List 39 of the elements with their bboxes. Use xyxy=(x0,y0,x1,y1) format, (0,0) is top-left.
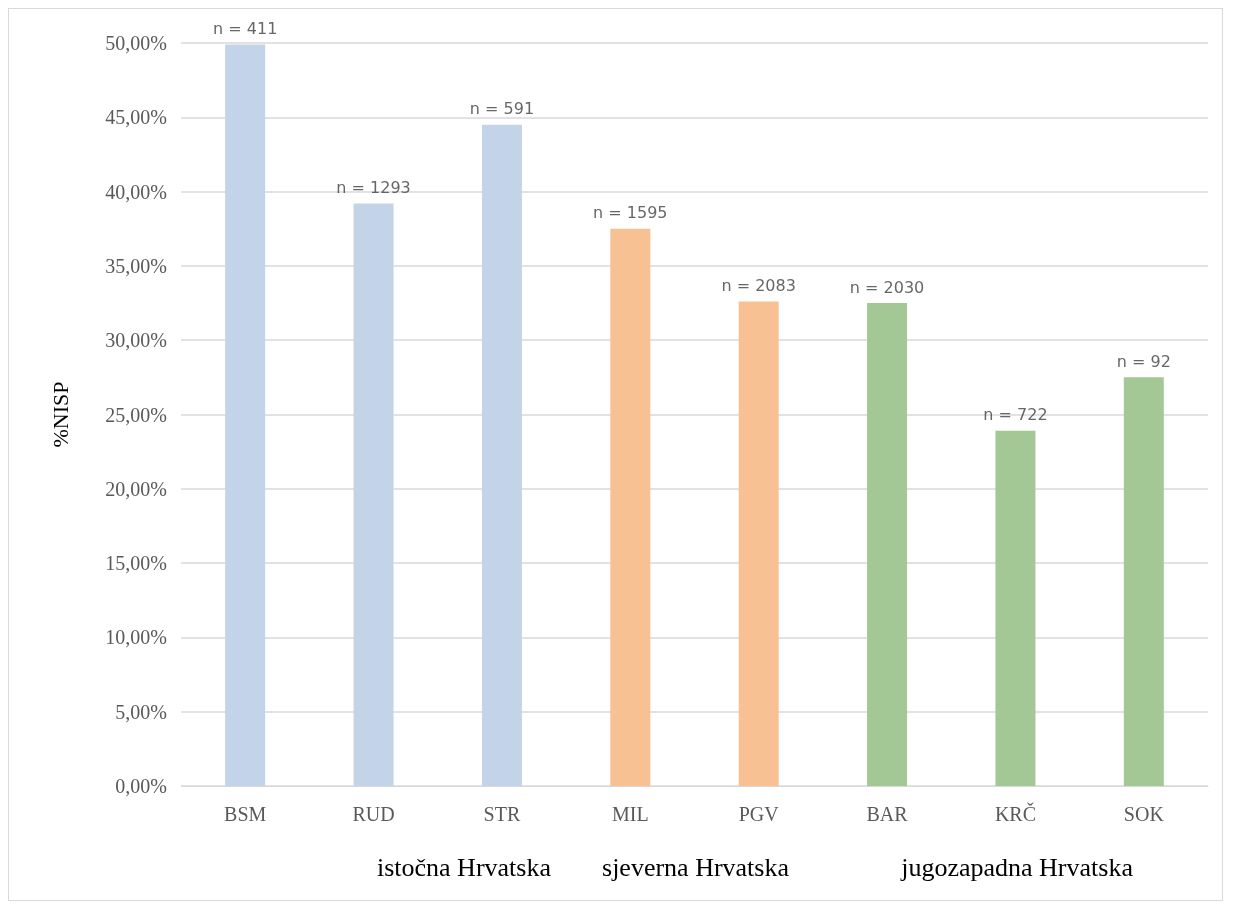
bar xyxy=(867,303,908,786)
bar xyxy=(610,228,651,786)
annotation: n = 1595 xyxy=(593,203,668,223)
bar xyxy=(353,203,394,786)
x-tick-label: RUD xyxy=(352,803,395,825)
y-tick-label: 15,00% xyxy=(105,552,167,575)
annotation: n = 411 xyxy=(213,18,278,38)
y-tick-label: 10,00% xyxy=(105,626,167,649)
y-tick-label: 5,00% xyxy=(115,700,167,723)
annotation: n = 591 xyxy=(469,99,535,119)
annotation: n = 92 xyxy=(1116,351,1171,371)
x-tick-label: KRČ xyxy=(994,802,1036,825)
y-tick-label: 40,00% xyxy=(105,180,167,203)
y-tick-label: 20,00% xyxy=(105,477,167,500)
text: jugozapadna Hrvatska xyxy=(900,852,1134,882)
y-axis-title: %NISP xyxy=(47,381,73,448)
bar xyxy=(481,124,522,786)
y-tick-label: 45,00% xyxy=(105,106,167,129)
x-tick-label: BAR xyxy=(866,803,909,825)
bar xyxy=(1123,377,1164,786)
y-tick-label: 35,00% xyxy=(105,254,167,277)
annotation: n = 2030 xyxy=(849,277,925,297)
bar xyxy=(995,430,1036,786)
x-tick-label: BSM xyxy=(224,803,267,825)
x-tick-label: MIL xyxy=(611,803,649,825)
y-tick-label: 50,00% xyxy=(105,32,167,54)
y-tick-label: 30,00% xyxy=(105,329,167,352)
text: istočna Hrvatska xyxy=(376,852,552,882)
x-tick-label: STR xyxy=(483,803,521,825)
annotation: n = 722 xyxy=(983,405,1048,425)
x-tick-label: PGV xyxy=(738,803,780,825)
y-tick-label: 0,00% xyxy=(115,775,167,797)
bar xyxy=(738,301,779,786)
annotation: n = 1293 xyxy=(336,177,411,197)
annotation: n = 2083 xyxy=(721,276,796,296)
y-tick-label: 25,00% xyxy=(105,403,167,426)
x-tick-label: SOK xyxy=(1123,803,1165,825)
bar xyxy=(225,44,266,786)
text: sjeverna Hrvatska xyxy=(602,852,790,882)
